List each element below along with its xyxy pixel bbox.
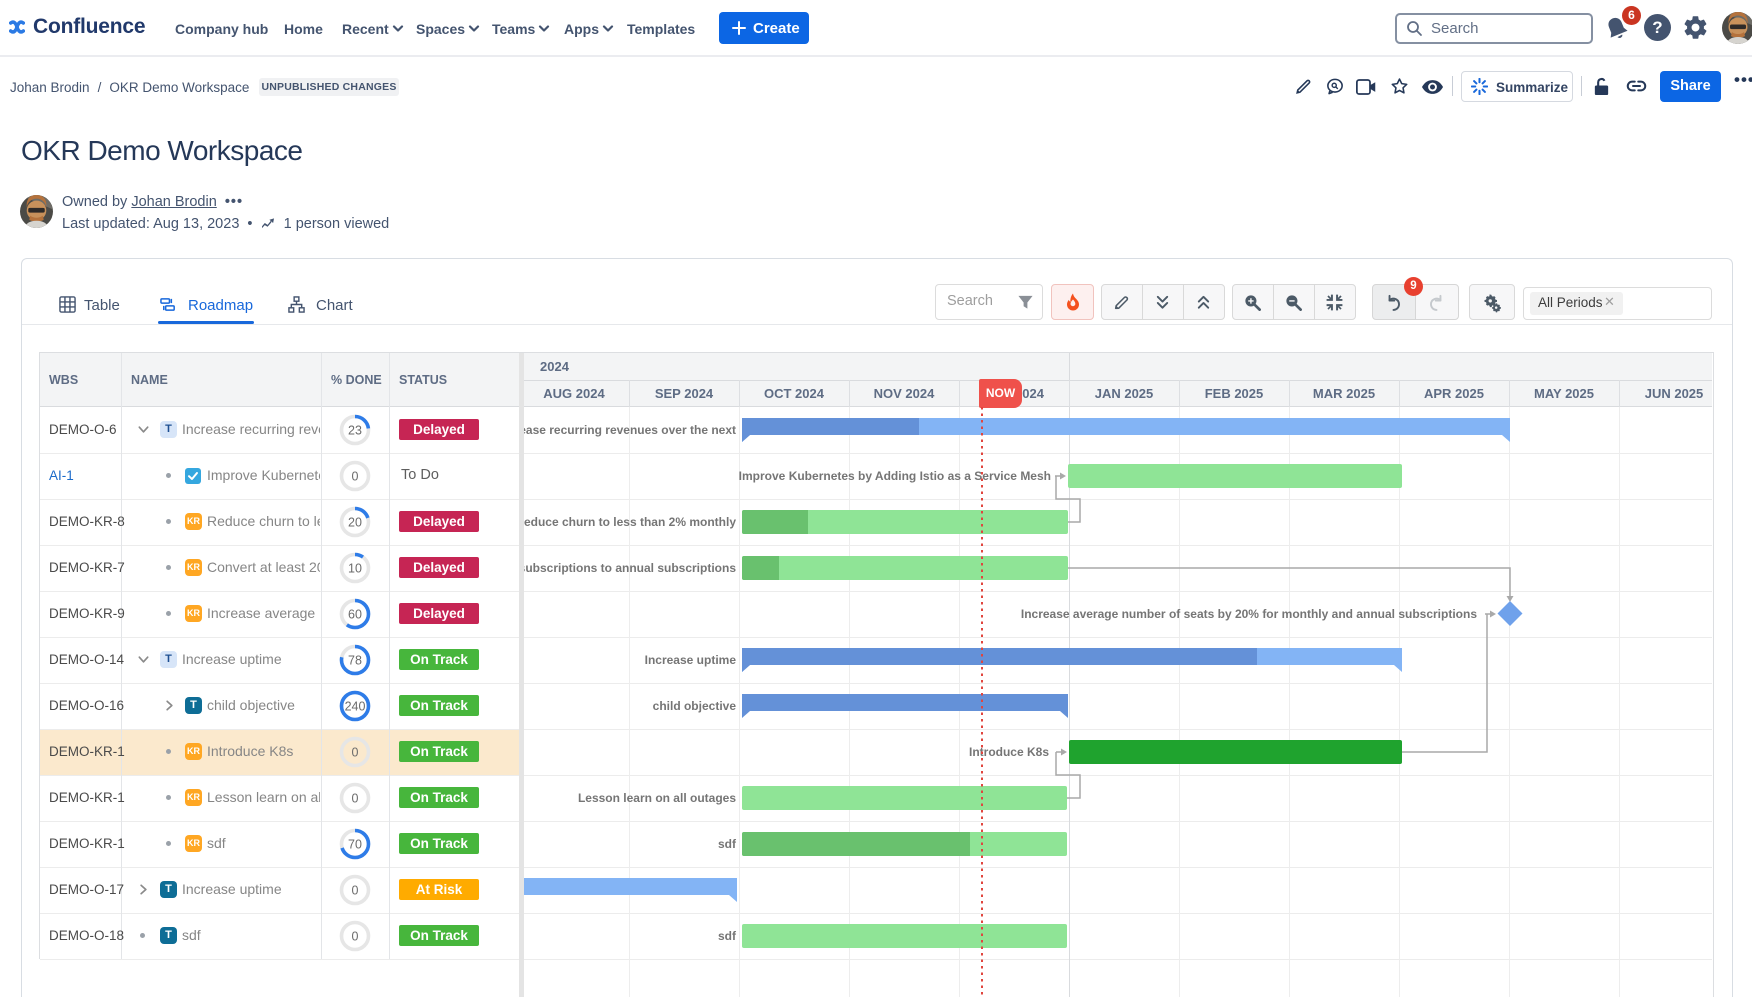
svg-text:Convert at least 20% of monthl: Convert at least 20% of monthly subscrip… — [524, 561, 736, 575]
svg-text:0: 0 — [352, 930, 359, 944]
svg-text:Increase uptime: Increase uptime — [645, 653, 737, 667]
svg-text:Introduce K8s: Introduce K8s — [969, 745, 1049, 759]
svg-text:0: 0 — [352, 792, 359, 806]
svg-text:0: 0 — [352, 746, 359, 760]
svg-text:240: 240 — [345, 700, 366, 714]
svg-text:sdf: sdf — [718, 837, 737, 851]
svg-text:Improve Kubernetes by Adding I: Improve Kubernetes by Adding Istio as a … — [739, 469, 1051, 483]
svg-text:70: 70 — [348, 838, 362, 852]
svg-text:10: 10 — [348, 562, 362, 576]
svg-text:sdf: sdf — [718, 929, 737, 943]
svg-text:60: 60 — [348, 608, 362, 622]
svg-text:Lesson learn on all outages: Lesson learn on all outages — [578, 791, 736, 805]
svg-text:Increase recurring revenues ov: Increase recurring revenues over the nex… — [524, 423, 736, 437]
svg-text:0: 0 — [352, 470, 359, 484]
svg-text:20: 20 — [348, 516, 362, 530]
svg-text:23: 23 — [348, 424, 362, 438]
svg-text:78: 78 — [348, 654, 362, 668]
svg-text:child objective: child objective — [653, 699, 737, 713]
svg-text:0: 0 — [352, 884, 359, 898]
svg-text:Increase average number of sea: Increase average number of seats by 20% … — [1021, 607, 1477, 621]
svg-text:Reduce churn to less than 2% m: Reduce churn to less than 2% monthly — [524, 515, 736, 529]
